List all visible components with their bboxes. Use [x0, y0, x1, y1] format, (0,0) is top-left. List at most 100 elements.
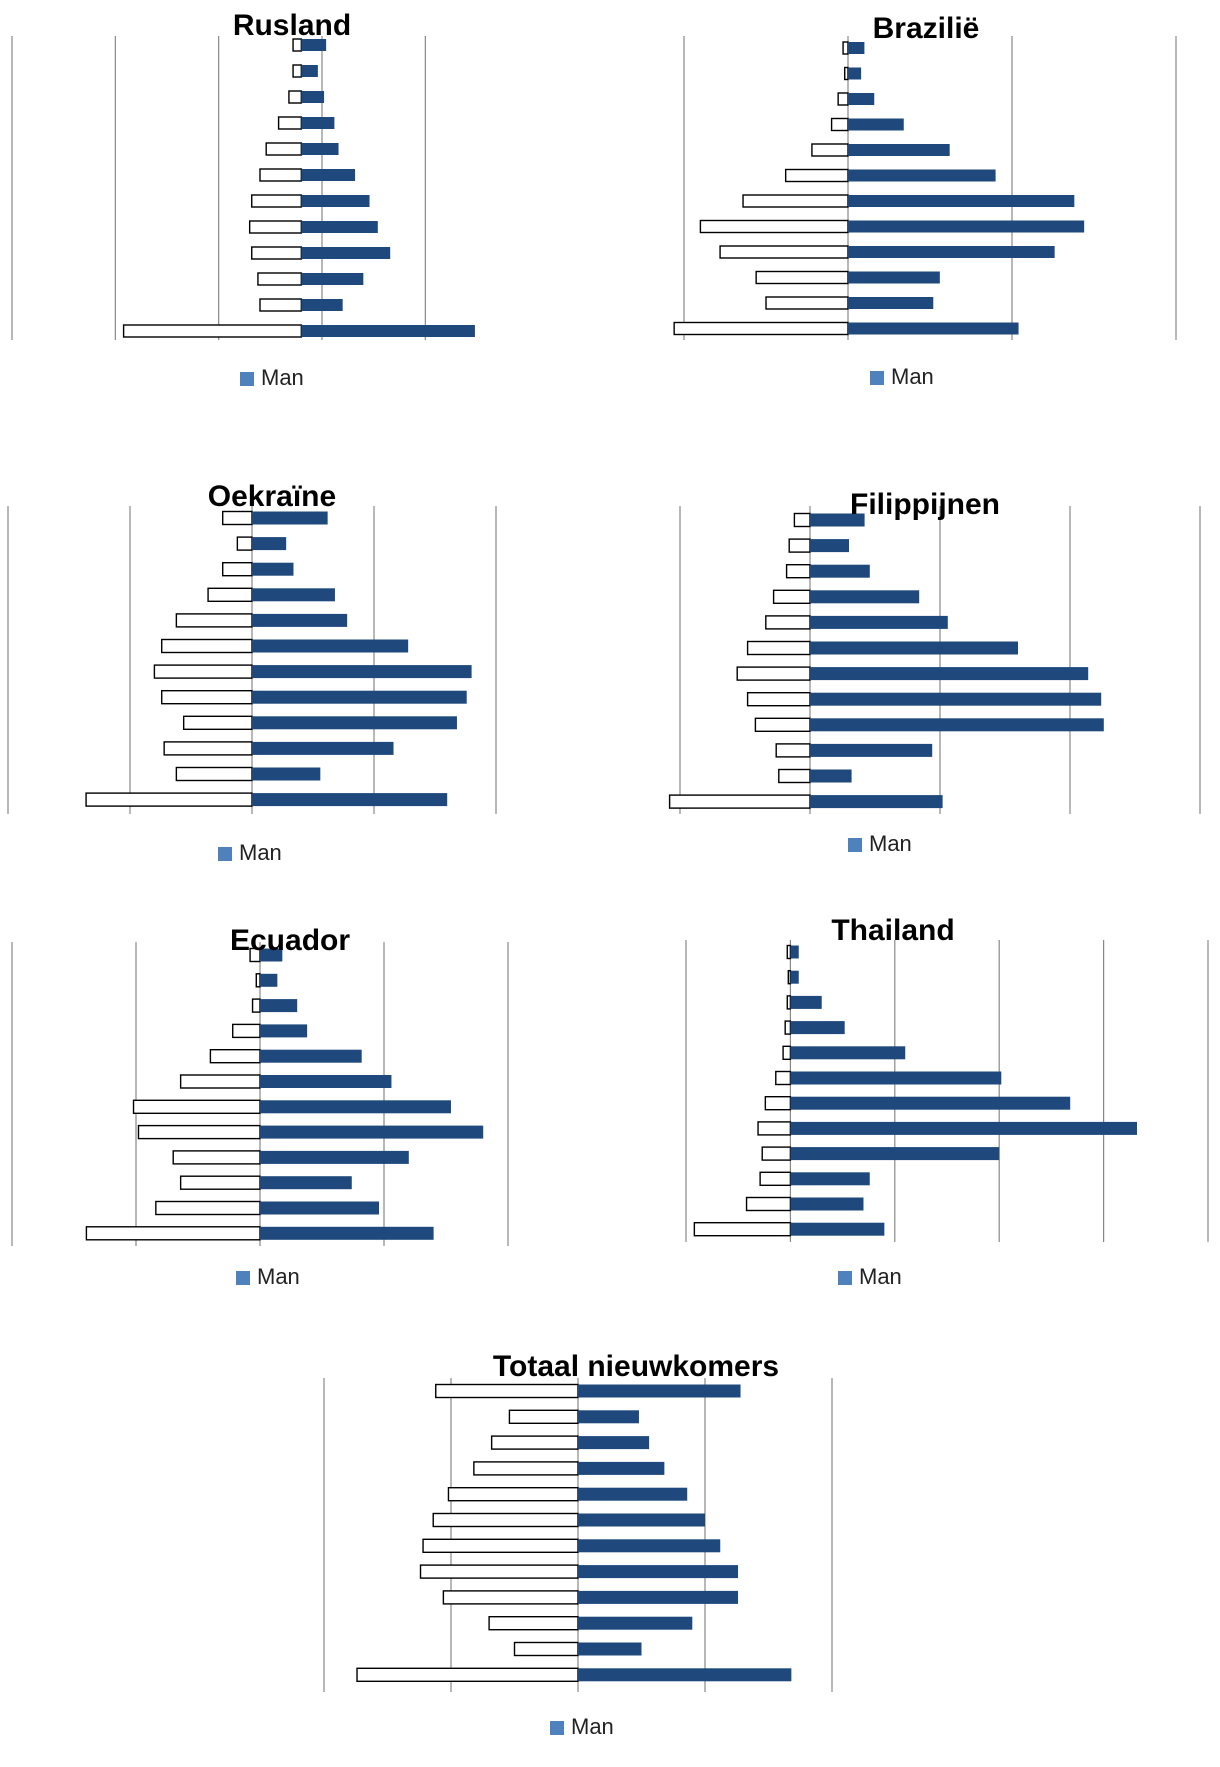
bar-man [578, 1384, 741, 1398]
bar-man [790, 1046, 906, 1060]
bar-vrouw [782, 1045, 792, 1061]
bar-man [260, 1150, 409, 1164]
bar-vrouw [248, 220, 303, 234]
bar-vrouw [842, 41, 849, 55]
bar-man [260, 1024, 308, 1038]
legend-swatch-man [236, 1271, 250, 1285]
bar-man [301, 325, 475, 337]
bar-man [578, 1565, 739, 1579]
bar-vrouw [785, 564, 811, 579]
legend-label-man: Man [859, 1264, 902, 1289]
chart-title: Thailand [831, 914, 954, 947]
bar-man [810, 795, 943, 809]
bar-vrouw [673, 321, 849, 336]
chart-title: Ecuador [230, 924, 350, 957]
bar-man [790, 1096, 1071, 1110]
bar-vrouw [742, 194, 849, 208]
bar-vrouw [153, 664, 253, 679]
pyramid-chart: Oekraïne Man [7, 480, 497, 865]
bar-man [252, 690, 467, 704]
bar-vrouw [757, 1121, 792, 1136]
bar-vrouw [172, 1150, 261, 1165]
bar-man [810, 539, 849, 553]
bar-man [848, 271, 940, 284]
bar-man [260, 999, 298, 1013]
bar-man [252, 767, 321, 781]
bar-vrouw [209, 1048, 261, 1064]
bar-vrouw [788, 538, 811, 553]
bar-man [578, 1668, 792, 1682]
bar-man [790, 1121, 1138, 1135]
bar-man [578, 1461, 665, 1475]
bar-man [790, 1197, 864, 1211]
bar-man [301, 247, 391, 259]
bar-vrouw [155, 1200, 261, 1216]
bar-man [252, 588, 335, 602]
bar-vrouw [251, 998, 261, 1013]
bar-vrouw [759, 1171, 792, 1187]
bar-man [301, 273, 364, 285]
bar-vrouw [259, 168, 303, 182]
legend-swatch-man [838, 1271, 852, 1285]
bar-vrouw [179, 1175, 261, 1190]
bar-man [260, 1226, 434, 1240]
bar-man [810, 667, 1089, 681]
bar-man [252, 741, 394, 755]
bar-vrouw [161, 690, 253, 705]
bar-man [790, 1172, 870, 1186]
bar-man [578, 1513, 705, 1527]
bar-vrouw [179, 1074, 261, 1089]
bar-man [301, 117, 335, 129]
bar-man [790, 1147, 1000, 1161]
bar-man [578, 1539, 721, 1553]
bar-vrouw [755, 270, 849, 285]
bar-vrouw [207, 587, 253, 602]
bar-man [260, 1176, 352, 1190]
bar-man [252, 511, 328, 525]
bar-vrouw [746, 692, 811, 707]
bar-vrouw [232, 1023, 261, 1039]
bar-vrouw [182, 715, 253, 730]
bar-man [252, 613, 348, 627]
bar-man [848, 297, 934, 309]
bar-vrouw [473, 1461, 579, 1476]
bar-vrouw [85, 1226, 261, 1241]
bar-man [301, 39, 327, 51]
bar-vrouw [786, 995, 792, 1010]
bar-man [848, 169, 996, 182]
bar-vrouw [793, 512, 811, 528]
legend-label-man: Man [571, 1714, 614, 1739]
bar-man [810, 590, 920, 604]
legend-swatch-man [218, 847, 232, 861]
bar-vrouw [699, 219, 849, 234]
bar-vrouw [161, 638, 253, 654]
bar-vrouw [765, 615, 811, 630]
bar-man [810, 769, 852, 783]
bar-vrouw [786, 944, 792, 960]
bar-vrouw [292, 64, 303, 78]
bar-vrouw [175, 613, 253, 628]
bar-vrouw [132, 1099, 261, 1115]
legend-swatch-man [240, 372, 254, 386]
bar-man [260, 1201, 380, 1215]
bar-man [252, 665, 472, 679]
chart-title: Rusland [233, 9, 351, 42]
bar-vrouw [488, 1615, 579, 1631]
bar-man [301, 195, 370, 207]
chart-title: Oekraïne [208, 480, 336, 513]
bar-vrouw [447, 1486, 579, 1502]
bar-vrouw [236, 536, 253, 551]
chart-title: Brazilië [873, 12, 980, 45]
bar-man [790, 945, 799, 959]
bar-man [578, 1436, 650, 1450]
bar-vrouw [265, 142, 303, 156]
bar-vrouw [251, 194, 303, 208]
bar-man [848, 144, 950, 156]
bar-man [810, 692, 1102, 706]
chart-title: Totaal nieuwkomers [493, 1350, 779, 1383]
bar-man [301, 299, 343, 311]
bar-vrouw [257, 272, 303, 286]
bar-man [578, 1487, 688, 1501]
bar-man [301, 143, 339, 155]
bar-man [790, 970, 799, 984]
